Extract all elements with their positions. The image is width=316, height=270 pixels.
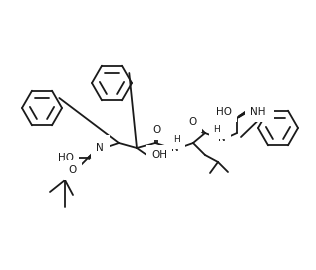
Text: OH: OH — [151, 150, 167, 160]
Text: NH: NH — [253, 107, 269, 117]
Text: H: H — [214, 126, 220, 134]
Text: H: H — [173, 136, 180, 144]
Text: N: N — [218, 133, 226, 143]
Text: O: O — [220, 104, 228, 114]
Text: O: O — [189, 117, 197, 127]
Text: O: O — [69, 165, 77, 175]
Text: O: O — [153, 125, 161, 135]
Text: N: N — [171, 143, 179, 153]
Text: NH: NH — [250, 107, 265, 117]
Text: O: O — [97, 140, 105, 150]
Text: HO: HO — [216, 107, 232, 117]
Text: HO: HO — [58, 153, 74, 163]
Text: N: N — [96, 143, 104, 153]
